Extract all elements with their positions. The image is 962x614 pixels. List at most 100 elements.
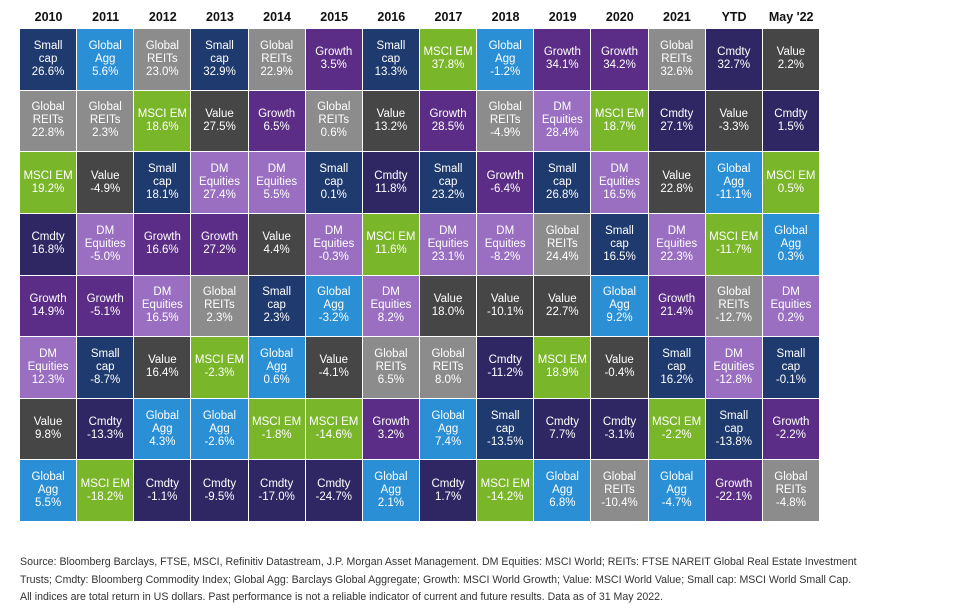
year-header: May '22: [768, 10, 814, 24]
return-value: -14.2%: [486, 490, 524, 503]
return-cell: Small cap 26.6%: [20, 29, 78, 91]
return-value: 18.7%: [603, 120, 636, 133]
return-cell: Value -4.1%: [305, 337, 363, 399]
asset-label: Small cap: [205, 39, 234, 65]
asset-label: DM Equities: [84, 224, 126, 250]
return-cell: DM Equities 16.5%: [591, 152, 649, 214]
return-value: -0.3%: [318, 250, 349, 263]
asset-label: Cmdty: [317, 477, 351, 490]
asset-label: MSCI EM: [80, 477, 130, 490]
return-cell: Global Agg 4.3%: [134, 398, 192, 461]
return-value: -3.2%: [318, 312, 349, 325]
asset-label: Value: [262, 231, 291, 244]
return-cell: MSCI EM -2.2%: [648, 398, 706, 461]
return-cell: MSCI EM 18.6%: [134, 90, 192, 153]
return-cell: Cmdty 32.7%: [705, 29, 763, 91]
return-cell: Growth 6.5%: [248, 90, 306, 153]
asset-label: Small cap: [319, 163, 349, 189]
return-cell: Global Agg -3.2%: [305, 275, 363, 338]
return-cell: Global REITs 22.8%: [20, 90, 78, 153]
return-value: 21.4%: [660, 305, 693, 318]
return-value: -12.8%: [715, 373, 752, 386]
asset-label: Growth: [600, 46, 639, 59]
asset-label: Value: [148, 354, 177, 367]
asset-label: Global Agg: [317, 286, 351, 312]
asset-label: Growth: [315, 46, 353, 59]
return-cell: Global Agg -2.6%: [191, 398, 249, 461]
return-cell: Cmdty 1.5%: [762, 90, 820, 153]
return-value: -1.2%: [490, 65, 521, 78]
return-value: -8.2%: [490, 250, 521, 263]
return-value: 4.3%: [149, 435, 176, 448]
return-cell: Global Agg -1.2%: [477, 29, 535, 91]
return-cell: MSCI EM 11.6%: [362, 213, 420, 276]
asset-label: Value: [376, 107, 406, 120]
asset-label: Growth: [543, 46, 581, 59]
year-header: 2010: [34, 10, 63, 24]
return-cell: Global Agg 5.5%: [20, 460, 78, 522]
asset-label: Cmdty: [774, 107, 808, 120]
return-cell: Global Agg 2.1%: [362, 460, 420, 522]
return-value: 32.6%: [660, 65, 693, 78]
return-value: -5.0%: [90, 250, 121, 263]
return-value: -3.1%: [604, 429, 635, 442]
return-cell: Global Agg 6.8%: [534, 460, 592, 522]
return-value: 32.9%: [203, 65, 236, 78]
return-value: 27.2%: [203, 244, 236, 257]
return-cell: Cmdty 7.7%: [534, 398, 592, 461]
return-cell: DM Equities -5.0%: [77, 213, 135, 276]
asset-label: DM Equities: [770, 286, 812, 312]
return-value: -24.7%: [315, 490, 352, 503]
asset-label: Cmdty: [431, 477, 465, 490]
asset-label: Value: [490, 292, 520, 305]
return-cell: DM Equities -12.8%: [705, 337, 763, 399]
return-value: 13.3%: [374, 65, 408, 78]
asset-label: Cmdty: [260, 477, 294, 490]
asset-label: Global REITs: [374, 347, 408, 373]
asset-label: Global Agg: [717, 163, 751, 189]
asset-label: Global Agg: [374, 471, 408, 497]
return-value: 5.6%: [92, 65, 119, 78]
return-value: -3.3%: [718, 120, 749, 133]
asset-label: Cmdty: [202, 477, 237, 490]
return-value: -4.9%: [490, 127, 521, 140]
year-header: YTD: [721, 10, 747, 24]
return-cell: Value 13.2%: [362, 90, 420, 153]
return-value: 1.7%: [434, 490, 462, 503]
return-value: 22.8%: [660, 182, 693, 195]
asset-label: DM Equities: [141, 286, 183, 312]
asset-label: DM Equities: [27, 347, 69, 373]
return-cell: Growth 34.2%: [591, 29, 649, 91]
return-value: -12.7%: [715, 312, 752, 325]
return-value: 11.6%: [375, 244, 407, 257]
return-value: -4.8%: [775, 497, 806, 510]
asset-label: MSCI EM: [537, 354, 587, 367]
asset-label: Cmdty: [488, 354, 522, 367]
return-value: -4.9%: [90, 182, 121, 195]
return-value: -11.1%: [715, 189, 752, 202]
asset-label: Value: [605, 354, 634, 367]
return-value: 0.1%: [320, 189, 347, 202]
return-value: 28.5%: [431, 120, 465, 133]
year-header: 2013: [206, 10, 234, 24]
return-cell: DM Equities -8.2%: [477, 213, 535, 276]
asset-label: Global REITs: [202, 286, 237, 312]
return-cell: Growth 3.2%: [362, 398, 420, 461]
return-value: 2.2%: [777, 59, 805, 72]
asset-label: Global REITs: [31, 101, 65, 127]
asset-label: MSCI EM: [309, 416, 359, 429]
source-line: Trusts; Cmdty: Bloomberg Commodity Index…: [20, 573, 852, 586]
return-value: -11.7%: [715, 244, 752, 257]
asset-label: Growth: [258, 107, 296, 120]
return-value: 27.4%: [203, 189, 236, 202]
asset-label: Global Agg: [88, 39, 122, 65]
return-value: 34.1%: [546, 59, 579, 72]
asset-label: Small cap: [376, 39, 406, 65]
return-value: 2.3%: [263, 312, 290, 325]
year-header: 2016: [377, 10, 406, 24]
asset-label: DM Equities: [484, 224, 526, 250]
asset-label: Cmdty: [88, 416, 122, 429]
asset-label: DM Equities: [599, 163, 640, 189]
return-value: 2.3%: [206, 312, 233, 325]
return-cell: MSCI EM -2.3%: [191, 337, 249, 399]
